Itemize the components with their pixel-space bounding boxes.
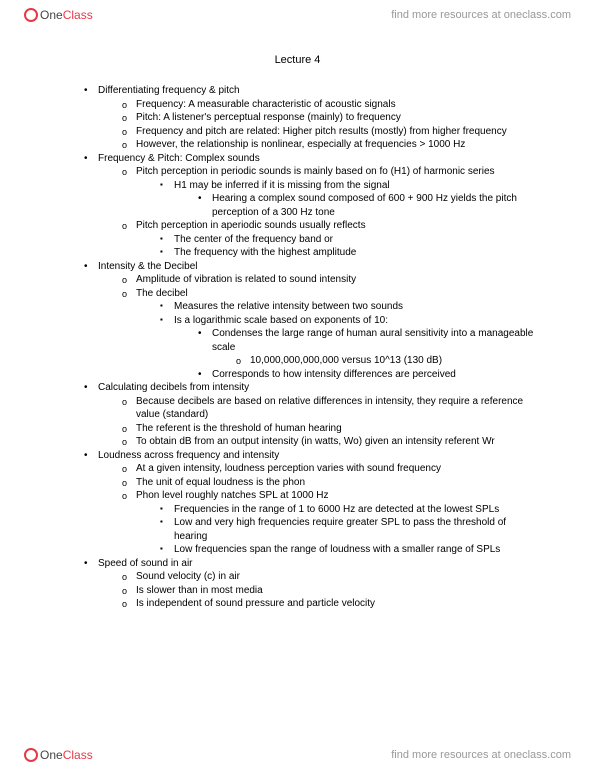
outline-item: Pitch perception in periodic sounds is m… bbox=[122, 165, 535, 219]
outline-sublist: At a given intensity, loudness perceptio… bbox=[98, 462, 535, 557]
outline-item: Intensity & the DecibelAmplitude of vibr… bbox=[84, 260, 535, 382]
logo-circle-icon bbox=[24, 8, 38, 22]
outline-sublist: Frequency: A measurable characteristic o… bbox=[98, 98, 535, 152]
outline-item: Calculating decibels from intensityBecau… bbox=[84, 381, 535, 449]
outline-item: Amplitude of vibration is related to sou… bbox=[122, 273, 535, 287]
outline-item: At a given intensity, loudness perceptio… bbox=[122, 462, 535, 476]
outline-item: The center of the frequency band or bbox=[160, 233, 535, 247]
outline-item: Phon level roughly natches SPL at 1000 H… bbox=[122, 489, 535, 557]
outline-item: Sound velocity (c) in air bbox=[122, 570, 535, 584]
outline-root: Differentiating frequency & pitchFrequen… bbox=[60, 84, 535, 611]
outline-item: Is slower than in most media bbox=[122, 584, 535, 598]
outline-sublist: H1 may be inferred if it is missing from… bbox=[136, 179, 535, 220]
outline-sublist: The center of the frequency band orThe f… bbox=[136, 233, 535, 260]
outline-item: Low and very high frequencies require gr… bbox=[160, 516, 535, 543]
outline-item: Is independent of sound pressure and par… bbox=[122, 597, 535, 611]
outline-item: Low frequencies span the range of loudne… bbox=[160, 543, 535, 557]
outline-item: The unit of equal loudness is the phon bbox=[122, 476, 535, 490]
outline-item: The frequency with the highest amplitude bbox=[160, 246, 535, 260]
outline-sublist: Sound velocity (c) in airIs slower than … bbox=[98, 570, 535, 611]
outline-item: H1 may be inferred if it is missing from… bbox=[160, 179, 535, 220]
outline-item: Speed of sound in airSound velocity (c) … bbox=[84, 557, 535, 611]
logo-circle-icon bbox=[24, 748, 38, 762]
brand-logo-footer: OneClass bbox=[24, 748, 93, 762]
outline-item: The referent is the threshold of human h… bbox=[122, 422, 535, 436]
outline-item: Is a logarithmic scale based on exponent… bbox=[160, 314, 535, 382]
outline-sublist: Hearing a complex sound composed of 600 … bbox=[174, 192, 535, 219]
outline-item: Because decibels are based on relative d… bbox=[122, 395, 535, 422]
outline-item: Corresponds to how intensity differences… bbox=[198, 368, 535, 382]
footer-link[interactable]: find more resources at oneclass.com bbox=[391, 749, 571, 761]
outline-item: Loudness across frequency and intensityA… bbox=[84, 449, 535, 557]
lecture-title: Lecture 4 bbox=[60, 54, 535, 66]
outline-item: Frequency: A measurable characteristic o… bbox=[122, 98, 535, 112]
page-header: OneClass find more resources at oneclass… bbox=[0, 0, 595, 30]
outline-sublist: Frequencies in the range of 1 to 6000 Hz… bbox=[136, 503, 535, 557]
outline-sublist: 10,000,000,000,000 versus 10^13 (130 dB) bbox=[212, 354, 535, 368]
outline-sublist: Because decibels are based on relative d… bbox=[98, 395, 535, 449]
outline-sublist: Amplitude of vibration is related to sou… bbox=[98, 273, 535, 381]
outline-item: Measures the relative intensity between … bbox=[160, 300, 535, 314]
outline-sublist: Measures the relative intensity between … bbox=[136, 300, 535, 381]
brand-name-footer: OneClass bbox=[40, 748, 93, 762]
outline-item: Pitch: A listener's perceptual response … bbox=[122, 111, 535, 125]
brand-logo: OneClass bbox=[24, 8, 93, 22]
outline-item: Frequency and pitch are related: Higher … bbox=[122, 125, 535, 139]
outline-item: Hearing a complex sound composed of 600 … bbox=[198, 192, 535, 219]
outline-item: Differentiating frequency & pitchFrequen… bbox=[84, 84, 535, 152]
outline-item: Frequencies in the range of 1 to 6000 Hz… bbox=[160, 503, 535, 517]
header-link[interactable]: find more resources at oneclass.com bbox=[391, 9, 571, 21]
outline-item: Frequency & Pitch: Complex soundsPitch p… bbox=[84, 152, 535, 260]
outline-item: To obtain dB from an output intensity (i… bbox=[122, 435, 535, 449]
outline-item: Pitch perception in aperiodic sounds usu… bbox=[122, 219, 535, 260]
page-footer: OneClass find more resources at oneclass… bbox=[0, 740, 595, 770]
brand-name: OneClass bbox=[40, 8, 93, 22]
document-body: Lecture 4 Differentiating frequency & pi… bbox=[0, 54, 595, 611]
outline-item: 10,000,000,000,000 versus 10^13 (130 dB) bbox=[236, 354, 535, 368]
outline-item: However, the relationship is nonlinear, … bbox=[122, 138, 535, 152]
outline-sublist: Condenses the large range of human aural… bbox=[174, 327, 535, 381]
outline-item: Condenses the large range of human aural… bbox=[198, 327, 535, 368]
outline-item: The decibelMeasures the relative intensi… bbox=[122, 287, 535, 382]
outline-sublist: Pitch perception in periodic sounds is m… bbox=[98, 165, 535, 260]
